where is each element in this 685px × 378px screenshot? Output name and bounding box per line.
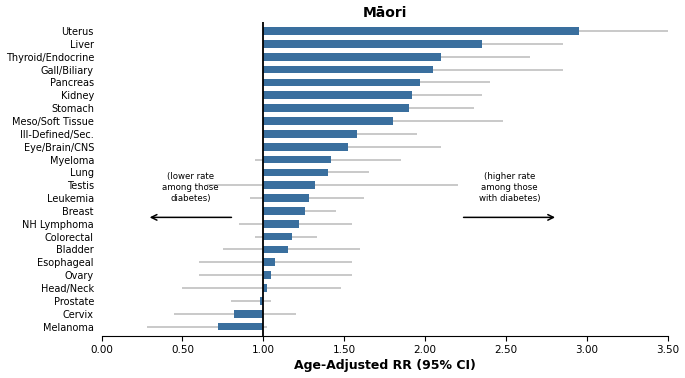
Bar [263,194,309,202]
Bar [260,297,263,305]
Bar [263,259,275,266]
Bar [263,117,393,125]
X-axis label: Age-Adjusted RR (95% CI): Age-Adjusted RR (95% CI) [294,359,475,372]
Bar [263,181,315,189]
Bar [218,323,263,330]
Bar [263,40,482,48]
Title: Māori: Māori [362,6,407,20]
Bar [263,284,266,292]
Bar [263,233,292,240]
Bar [263,143,347,150]
Bar [263,207,306,215]
Bar [263,27,579,35]
Bar [263,91,412,99]
Bar [263,246,288,253]
Bar [263,79,421,86]
Bar [263,271,271,279]
Text: (lower rate
among those
diabetes): (lower rate among those diabetes) [162,172,219,203]
Bar [263,130,357,138]
Bar [234,310,263,318]
Bar [263,66,434,73]
Bar [263,104,409,112]
Bar [263,156,332,163]
Bar [263,169,328,176]
Bar [263,220,299,228]
Text: (higher rate
among those
with diabetes): (higher rate among those with diabetes) [479,172,540,203]
Bar [263,53,441,60]
